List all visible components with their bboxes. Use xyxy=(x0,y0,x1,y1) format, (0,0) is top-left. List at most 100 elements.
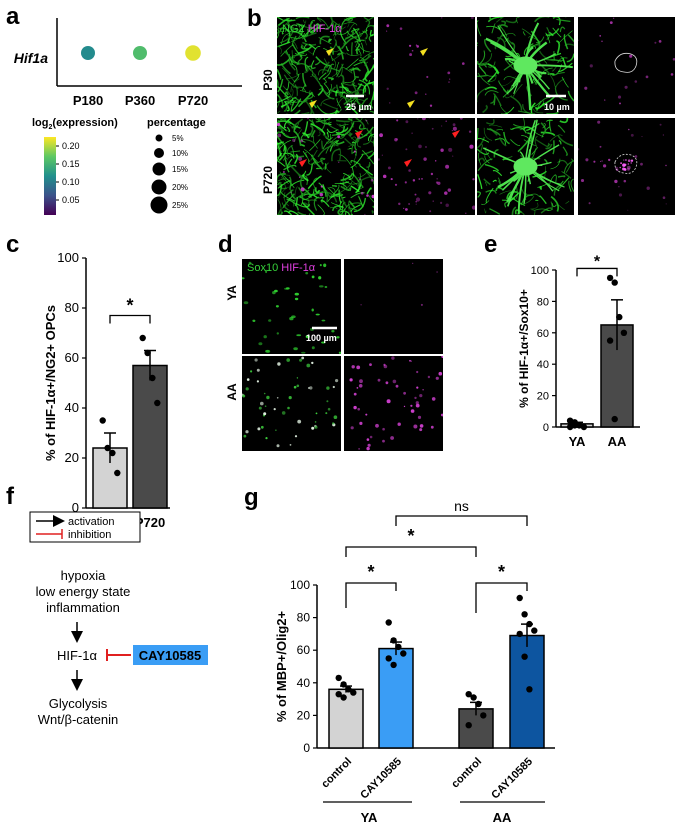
data-point xyxy=(400,650,407,657)
data-point xyxy=(340,694,347,701)
size-legend-dot xyxy=(152,162,166,176)
data-point xyxy=(149,374,156,382)
expression-dot xyxy=(133,46,147,60)
colorbar-tick: 0.20 xyxy=(62,141,80,151)
row-label-p30: P30 xyxy=(261,69,275,91)
x-tick-label: P180 xyxy=(73,93,103,108)
data-point xyxy=(385,655,392,662)
data-point xyxy=(114,469,121,477)
panel-letter-f: f xyxy=(6,483,15,510)
bar xyxy=(132,364,168,509)
bar xyxy=(509,634,545,749)
bar-chart-e: 0 20 40 60 80 100% of HIF-1α+/Sox10+ YA AA * xyxy=(517,253,640,449)
size-legend-label: 15% xyxy=(172,165,188,174)
significance-bracket xyxy=(109,314,151,324)
panel-b: b NG2 HIF-1α P30 P720 25 µm 10 µm xyxy=(247,5,675,215)
panel-letter-c: c xyxy=(6,231,19,258)
x-tick-label: CAY10585 xyxy=(358,756,404,802)
y-tick-label: 0 xyxy=(303,741,310,755)
panel-e: e 0 20 40 60 80 100% of HIF-1α+/Sox10+ YA AA * xyxy=(484,231,640,449)
legend-activation-label: activation xyxy=(68,516,114,528)
data-point xyxy=(335,674,342,682)
y-tick-label: 20 xyxy=(65,450,79,465)
micrograph-channel-labels: NG2 HIF-1α xyxy=(282,23,342,35)
x-tick-label: CAY10585 xyxy=(489,756,535,802)
micrograph-tile xyxy=(277,17,374,114)
colorbar-tick: 0.05 xyxy=(62,195,80,205)
micrograph-tile xyxy=(242,356,341,451)
significance-bracket xyxy=(395,515,528,526)
x-tick-label: AA xyxy=(608,434,627,449)
scale-bar-label: 100 µm xyxy=(306,333,337,343)
y-tick-label: 0 xyxy=(72,500,79,515)
size-legend-label: 10% xyxy=(172,149,188,158)
panel-letter-e: e xyxy=(484,231,497,258)
data-point xyxy=(521,611,528,618)
data-point xyxy=(580,423,588,431)
row-label-p720: P720 xyxy=(261,166,275,194)
data-point xyxy=(104,444,111,452)
x-tick-label: control xyxy=(449,756,484,791)
y-tick-label: 80 xyxy=(537,296,549,308)
data-point xyxy=(139,334,146,342)
significance-marker: * xyxy=(126,296,133,316)
size-legend-dot xyxy=(150,196,168,214)
panel-letter-a: a xyxy=(6,3,20,30)
panel-d: d Sox10 HIF-1α YA AA 100 µm xyxy=(218,231,443,451)
colorbar-tick: 0.10 xyxy=(62,177,80,187)
indicator-arrow-icon xyxy=(355,130,363,138)
data-point xyxy=(526,686,533,693)
y-tick-label: 100 xyxy=(290,578,310,592)
y-tick-label: 0 xyxy=(543,422,549,434)
y-tick-label: 60 xyxy=(297,643,311,657)
data-point xyxy=(465,722,472,729)
micrograph-tile xyxy=(242,259,341,354)
scale-bar-label: 10 µm xyxy=(544,102,570,112)
micrograph-channel-labels: Sox10 HIF-1α xyxy=(247,262,316,274)
y-axis-label: % of MBP+/Olig2+ xyxy=(274,610,289,722)
legend-inhibition-label: inhibition xyxy=(68,529,111,541)
size-legend-dot xyxy=(151,179,167,195)
data-point xyxy=(335,691,342,698)
colorbar-tick: 0.15 xyxy=(62,159,80,169)
x-tick-label: P720 xyxy=(178,93,208,108)
data-point xyxy=(350,689,357,696)
micrograph-tile xyxy=(477,118,574,215)
data-point xyxy=(154,399,161,407)
indicator-arrow-icon xyxy=(404,159,412,167)
panel-letter-b: b xyxy=(247,5,262,32)
x-tick-label: P720 xyxy=(135,515,165,530)
upstream-factor: low energy state xyxy=(36,584,131,599)
inhibitor-box xyxy=(133,645,208,665)
panel-letter-g: g xyxy=(244,484,259,511)
micrograph-tile xyxy=(344,356,443,451)
y-tick-label: 100 xyxy=(57,250,79,265)
inhibitor-label: CAY10585 xyxy=(139,648,201,663)
size-legend-label: 5% xyxy=(172,134,184,143)
size-legend-title: percentage xyxy=(147,117,206,129)
data-point xyxy=(611,279,618,286)
data-point xyxy=(99,417,106,424)
micrograph-tile xyxy=(378,17,475,114)
data-point xyxy=(516,594,523,602)
indicator-arrow-icon xyxy=(299,159,307,167)
data-point xyxy=(390,637,397,644)
data-point xyxy=(345,686,352,693)
pathway-legend-box xyxy=(29,511,141,543)
indicator-arrow-icon xyxy=(309,100,317,108)
y-tick-label: 40 xyxy=(65,400,79,415)
gene-label: Hif1a xyxy=(14,50,48,66)
upstream-factor: inflammation xyxy=(46,600,120,615)
data-point xyxy=(470,694,477,701)
y-tick-label: 20 xyxy=(537,391,549,403)
data-point xyxy=(144,349,151,357)
data-point xyxy=(531,627,538,634)
micrograph-tile xyxy=(477,17,574,114)
indicator-arrow-icon xyxy=(452,130,460,138)
significance-marker: * xyxy=(367,562,374,582)
upstream-factor: hypoxia xyxy=(61,568,107,583)
scale-bar-label: 25 µm xyxy=(346,102,372,112)
